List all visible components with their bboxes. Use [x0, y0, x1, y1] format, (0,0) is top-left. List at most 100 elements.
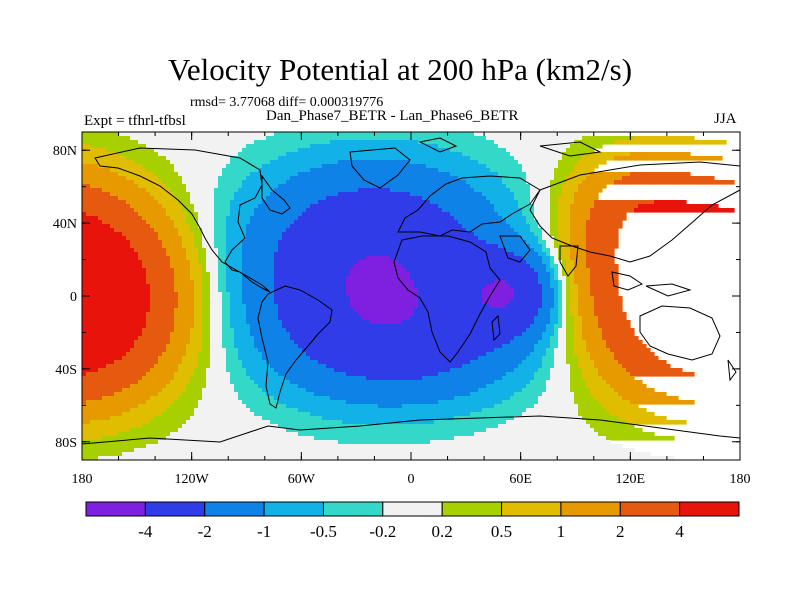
contour-cell-582 [562, 280, 567, 285]
contour-cell-753 [558, 312, 563, 317]
contour-cell-501 [562, 264, 567, 269]
contour-cell-504 [586, 264, 619, 269]
contour-cell-1213 [82, 444, 147, 449]
contour-cell-879 [254, 340, 295, 345]
contour-cell-998 [98, 368, 151, 373]
contour-cell-317 [570, 224, 587, 229]
contour-cell-958 [578, 356, 591, 361]
contour-cell-15 [494, 140, 575, 145]
contour-cell-1150 [298, 408, 483, 413]
contour-cell-1025 [438, 372, 507, 377]
contour-cell-641 [346, 292, 419, 297]
contour-cell-1157 [162, 412, 195, 417]
contour-cell-796 [574, 320, 583, 325]
contour-cell-464 [586, 256, 615, 261]
contour-cell-784 [210, 320, 223, 325]
contour-cell-124 [466, 180, 503, 185]
contour-cell-1141 [494, 404, 535, 409]
contour-cell-1153 [578, 408, 607, 413]
x-tick-label: 180 [730, 472, 751, 487]
contour-cell-73 [486, 164, 523, 169]
contour-cell-33 [566, 148, 595, 153]
contour-cell-281 [570, 216, 591, 221]
contour-cell-1115 [538, 396, 575, 401]
contour-cell-671 [566, 296, 571, 301]
contour-cell-1076 [610, 384, 647, 389]
contour-cell-344 [226, 232, 247, 237]
contour-cell-517 [534, 268, 547, 273]
contour-cell-1061 [586, 380, 607, 385]
contour-cell-260 [534, 212, 551, 217]
contour-cell-946 [182, 356, 199, 361]
contour-cell-783 [202, 320, 211, 325]
contour-cell-800 [146, 324, 175, 329]
contour-cell-1004 [246, 368, 275, 373]
contour-cell-256 [302, 212, 451, 217]
contour-cell-942 [614, 352, 655, 357]
contour-cell-547 [174, 276, 191, 281]
contour-cell-1044 [534, 376, 551, 381]
contour-cell-262 [558, 212, 571, 217]
contour-cell-1112 [330, 396, 455, 401]
contour-cell-392 [130, 244, 163, 249]
contour-cell-668 [554, 296, 559, 301]
contour-cell-5 [130, 136, 267, 141]
contour-cell-542 [566, 272, 575, 277]
contour-cell-1023 [278, 372, 347, 377]
contour-cell-1011 [570, 368, 583, 373]
contour-cell-957 [566, 356, 579, 361]
contour-cell-831 [566, 328, 575, 333]
contour-cell-624 [554, 288, 559, 293]
contour-cell-363 [246, 236, 283, 241]
contour-cell-1018 [174, 372, 195, 377]
contour-cell-782 [194, 320, 203, 325]
contour-cell-615 [218, 288, 227, 293]
contour-cell-566 [146, 280, 175, 285]
contour-cell-676 [150, 300, 179, 305]
contour-cell-902 [558, 344, 567, 349]
contour-cell-1212 [430, 440, 611, 445]
contour-cell-878 [234, 340, 255, 345]
contour-cell-581 [558, 280, 563, 285]
contour-cell-989 [462, 364, 519, 369]
contour-cell-709 [490, 304, 507, 309]
contour-cell-321 [154, 228, 179, 233]
contour-cell-411 [166, 248, 187, 253]
contour-cell-873 [170, 340, 191, 345]
contour-cell-135 [186, 184, 219, 189]
contour-cell-684 [274, 300, 351, 305]
contour-cell-373 [82, 240, 131, 245]
contour-cell-654 [150, 296, 179, 301]
contour-cell-737 [578, 308, 595, 313]
contour-cell-626 [562, 288, 567, 293]
contour-cell-151 [238, 188, 275, 193]
contour-cell-1130 [574, 400, 599, 405]
contour-cell-820 [190, 328, 203, 333]
contour-cell-658 [210, 296, 223, 301]
contour-cell-463 [570, 256, 587, 261]
contour-cell-379 [214, 240, 227, 245]
contour-cell-47 [230, 156, 279, 161]
contour-cell-289 [214, 220, 227, 225]
contour-cell-681 [222, 300, 231, 305]
contour-cell-177 [82, 196, 119, 201]
contour-cell-96 [450, 172, 499, 177]
contour-cell-1024 [346, 372, 439, 377]
contour-cell-499 [550, 264, 559, 269]
contour-cell-732 [550, 308, 559, 313]
contour-cell-436 [274, 252, 515, 257]
contour-cell-887 [586, 340, 607, 345]
contour-cell-293 [458, 220, 507, 225]
colorbar-swatch-4 [322, 501, 384, 517]
contour-cell-284 [102, 220, 147, 225]
contour-cell-690 [554, 300, 559, 305]
contour-cell-917 [494, 348, 535, 353]
contour-cell-696 [594, 300, 623, 305]
contour-cell-1188 [278, 424, 499, 429]
contour-cell-1202 [598, 432, 655, 437]
contour-cell-198 [214, 200, 231, 205]
contour-cell-357 [158, 236, 183, 241]
contour-cell-1106 [102, 396, 151, 401]
contour-cell-1189 [498, 424, 591, 429]
contour-cell-735 [566, 308, 571, 313]
